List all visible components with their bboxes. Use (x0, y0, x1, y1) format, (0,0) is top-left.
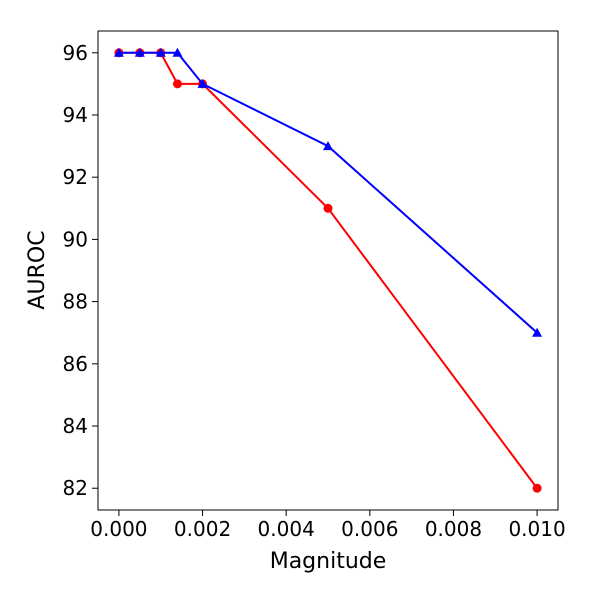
x-tick-label: 0.004 (258, 517, 315, 541)
plot-area (97, 30, 559, 511)
series-2 (113, 47, 543, 337)
data-point (134, 47, 145, 57)
y-axis-label: AUROC (25, 230, 50, 309)
data-point (172, 79, 182, 89)
data-point (323, 203, 333, 213)
x-tick-label: 0.010 (508, 517, 565, 541)
y-tick-label: 88 (63, 290, 88, 314)
data-point (113, 47, 124, 57)
x-tick-label: 0.006 (341, 517, 398, 541)
y-tick-label: 84 (63, 414, 88, 438)
y-tick-label: 82 (63, 476, 88, 500)
x-tick-label: 0.008 (425, 517, 482, 541)
y-tick-label: 86 (63, 352, 88, 376)
series-layer (113, 47, 543, 493)
data-point (197, 78, 208, 88)
data-point (532, 483, 542, 493)
y-tick-label: 94 (63, 103, 88, 127)
x-axis: 0.000 0.002 0.004 0.006 0.008 0.010 (90, 510, 566, 541)
data-point (532, 327, 543, 337)
data-point (323, 141, 333, 151)
y-tick-label: 90 (63, 227, 88, 251)
data-point (172, 47, 183, 57)
x-axis-label: Magnitude (270, 549, 387, 574)
y-tick-label: 92 (63, 165, 88, 189)
x-tick-label: 0.000 (90, 517, 147, 541)
y-axis: 82 84 86 88 90 92 94 96 (63, 41, 98, 500)
data-point (155, 47, 166, 57)
x-tick-label: 0.002 (174, 517, 231, 541)
y-tick-label: 96 (63, 41, 88, 65)
